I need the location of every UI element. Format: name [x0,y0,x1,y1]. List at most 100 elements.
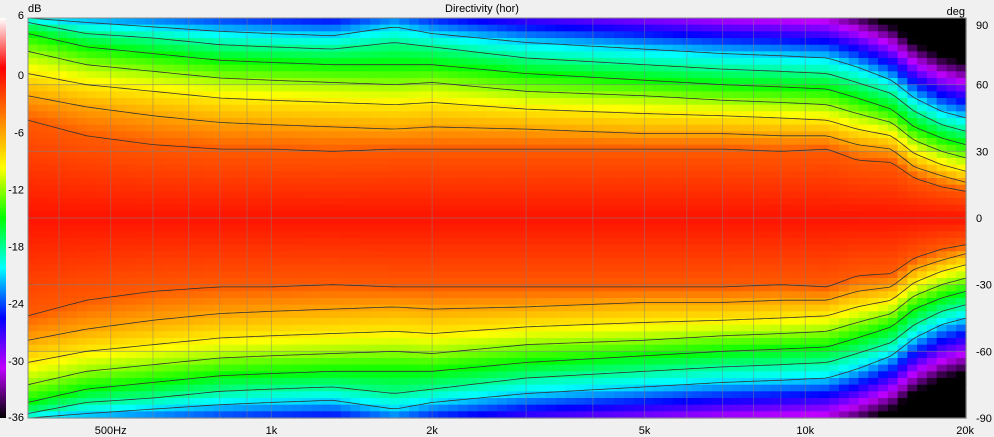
heatmap-cell [233,344,244,352]
heatmap-cell [604,231,615,239]
heatmap-cell [311,291,322,299]
heatmap-cell [282,338,293,346]
heatmap-cell [203,204,215,212]
heatmap-cell [67,371,78,379]
heatmap-cell [301,144,312,152]
heatmap-cell [584,51,596,59]
heatmap-cell [565,291,576,299]
heatmap-cell [37,131,49,139]
heatmap-cell [379,311,391,319]
heatmap-cell [164,144,176,152]
heatmap-cell [76,318,88,326]
heatmap-cell [389,91,400,99]
heatmap-cell [760,124,772,132]
heatmap-cell [184,158,195,166]
heatmap-cell [643,124,654,132]
heatmap-cell [819,338,830,346]
heatmap-cell [770,204,781,212]
heatmap-cell [379,191,391,199]
heatmap-cell [751,204,762,212]
heatmap-cell [672,231,684,239]
heatmap-cell [721,158,733,166]
heatmap-cell [516,84,527,92]
heatmap-cell [555,198,566,206]
heatmap-cell [301,271,312,279]
heatmap-cell [330,331,342,339]
heatmap-cell [809,231,821,239]
heatmap-cell [262,218,273,226]
heatmap-cell [506,91,518,99]
heatmap-cell [457,238,469,246]
heatmap-cell [672,198,684,206]
heatmap-cell [262,224,273,232]
heatmap-cell [477,84,488,92]
heatmap-cell [194,251,205,259]
heatmap-cell [790,231,801,239]
heatmap-cell [584,191,596,199]
heatmap-cell [467,58,479,66]
heatmap-cell [545,18,557,26]
heatmap-cell [164,84,176,92]
heatmap-cell [672,58,684,66]
heatmap-cell [233,144,244,152]
heatmap-cell [751,358,762,366]
heatmap-cell [721,98,733,106]
heatmap-cell [311,91,322,99]
heatmap-cell [555,178,566,186]
heatmap-cell [428,278,439,286]
heatmap-cell [516,24,527,32]
heatmap-cell [399,164,410,172]
heatmap-cell [184,184,195,192]
heatmap-cell [67,131,78,139]
heatmap-cell [565,58,576,66]
heatmap-cell [399,304,410,312]
heatmap-cell [565,351,576,359]
heatmap-cell [330,164,342,172]
heatmap-cell [184,231,195,239]
heatmap-cell [330,144,342,152]
heatmap-cell [604,364,615,372]
heatmap-cell [350,198,361,206]
heatmap-cell [194,198,205,206]
heatmap-cell [624,231,635,239]
heatmap-cell [330,18,342,26]
heatmap-cell [780,31,791,39]
heatmap-cell [487,58,498,66]
heatmap-cell [242,318,254,326]
heatmap-cell [682,331,694,339]
heatmap-cell [555,304,566,312]
heatmap-cell [418,38,430,46]
heatmap-cell [584,111,596,119]
heatmap-cell [790,398,801,406]
heatmap-cell [203,331,215,339]
heatmap-cell [565,178,576,186]
heatmap-cell [330,384,342,392]
heatmap-cell [467,158,479,166]
heatmap-cell [751,378,762,386]
heatmap-cell [741,218,752,226]
heatmap-cell [487,164,498,172]
heatmap-cell [565,218,576,226]
heatmap-cell [467,144,479,152]
heatmap-cell [692,91,703,99]
heatmap-cell [741,164,752,172]
heatmap-cell [106,124,117,132]
heatmap-cell [389,31,400,39]
heatmap-cell [584,378,596,386]
heatmap-cell [76,198,88,206]
heatmap-cell [555,231,566,239]
heatmap-cell [389,331,400,339]
heatmap-cell [770,38,781,46]
heatmap-cell [57,138,68,146]
heatmap-cell [506,224,518,232]
heatmap-cell [96,124,107,132]
heatmap-cell [663,384,674,392]
heatmap-cell [96,151,107,159]
heatmap-cell [28,124,39,132]
heatmap-cell [594,238,606,246]
heatmap-cell [731,364,742,372]
heatmap-cell [633,224,645,232]
heatmap-cell [663,311,674,319]
heatmap-cell [409,411,420,419]
heatmap-cell [555,184,566,192]
